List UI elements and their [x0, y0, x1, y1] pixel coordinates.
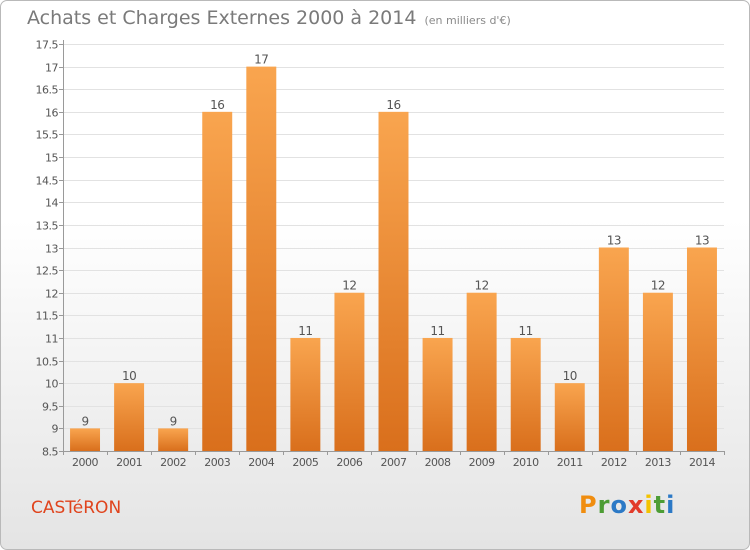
x-tick-label: 2009 [469, 456, 495, 469]
data-label: 9 [170, 414, 177, 428]
data-labels: 9 10 9 16 17 11 12 16 11 12 11 10 13 12 13 [81, 53, 709, 429]
y-tick-label: 9.5 [42, 401, 58, 414]
data-label: 11 [519, 324, 533, 338]
logo-letter: x [627, 491, 645, 519]
y-tick-label: 16 [45, 107, 58, 120]
data-label: 11 [430, 324, 444, 338]
x-tick-label: 2004 [248, 456, 274, 469]
data-label: 12 [474, 279, 488, 293]
x-tick-label: 2007 [381, 456, 407, 469]
x-tick-label: 2003 [204, 456, 230, 469]
y-tick-label: 10.5 [36, 356, 59, 369]
y-tick-label: 17 [45, 62, 58, 75]
y-tick-label: 8.5 [42, 446, 58, 459]
data-label: 10 [563, 369, 577, 383]
bar [246, 66, 277, 451]
y-tick-label: 12.5 [36, 265, 59, 278]
x-tick-label: 2013 [645, 456, 671, 469]
logo-letter: r [597, 491, 611, 519]
bar [642, 292, 673, 451]
bar [422, 337, 453, 451]
y-tick-label: 13.5 [36, 220, 59, 233]
data-label: 12 [342, 279, 356, 293]
x-axis-ticks: 2000 2001 2002 2003 2004 2005 2006 2007 2008 2009… [63, 451, 725, 469]
bar [378, 111, 409, 451]
bar [510, 337, 541, 451]
y-tick-label: 15.5 [36, 129, 59, 142]
x-tick-label: 2008 [425, 456, 451, 469]
data-label: 13 [695, 234, 709, 248]
bar [554, 383, 585, 451]
data-label: 12 [651, 279, 665, 293]
y-tick-label: 16.5 [36, 84, 59, 97]
x-tick-label: 2012 [601, 456, 627, 469]
y-tick-label: 15 [45, 152, 58, 165]
logo-letter: o [610, 491, 628, 519]
data-label: 10 [122, 369, 136, 383]
proxiti-logo: Proxiti [579, 491, 675, 519]
data-label: 16 [386, 98, 400, 112]
data-label: 16 [210, 98, 224, 112]
bar [334, 292, 365, 451]
data-label: 17 [254, 53, 268, 67]
logo-letter: P [579, 491, 598, 519]
chart-title-text: Achats et Charges Externes 2000 à 2014 [27, 7, 417, 29]
x-tick-label: 2005 [292, 456, 318, 469]
data-label: 9 [81, 414, 88, 428]
x-tick-label: 2014 [689, 456, 715, 469]
data-label: 11 [298, 324, 312, 338]
bar [70, 428, 101, 451]
commune-name: CASTéRON [31, 498, 122, 518]
data-label: 13 [607, 234, 621, 248]
y-tick-label: 10 [45, 378, 58, 391]
y-tick-label: 17.5 [36, 39, 59, 52]
chart-title: Achats et Charges Externes 2000 à 2014 (e… [27, 7, 511, 29]
bar [598, 247, 629, 451]
y-tick-label: 12 [45, 288, 58, 301]
y-tick-label: 9 [52, 423, 59, 436]
axes [63, 40, 724, 452]
x-tick-label: 2011 [557, 456, 583, 469]
y-axis-ticks: 8.5 9 9.5 10 10.5 11 11.5 12 12.5 13 13.5 14 14.5 15 1… [36, 39, 63, 459]
bar [158, 428, 189, 451]
y-tick-label: 11.5 [36, 310, 59, 323]
y-tick-label: 13 [45, 243, 58, 256]
bar [290, 337, 321, 451]
x-tick-label: 2002 [160, 456, 186, 469]
x-tick-label: 2010 [513, 456, 539, 469]
logo-letter: t [653, 491, 667, 519]
bar [686, 247, 717, 451]
logo-letter: i [644, 491, 654, 519]
bar [466, 292, 497, 451]
y-tick-label: 14 [45, 197, 58, 210]
chart-subtitle: (en milliers d'€) [424, 14, 511, 27]
y-tick-label: 14.5 [36, 175, 59, 188]
logo-letter: i [666, 491, 676, 519]
y-tick-label: 11 [45, 333, 58, 346]
x-tick-label: 2006 [336, 456, 362, 469]
x-tick-label: 2000 [72, 456, 98, 469]
x-tick-label: 2001 [116, 456, 142, 469]
bars [70, 66, 717, 451]
bar [114, 383, 145, 451]
bar [202, 111, 233, 451]
